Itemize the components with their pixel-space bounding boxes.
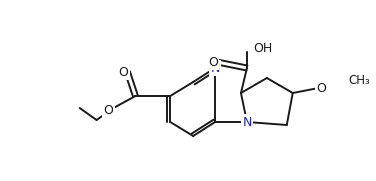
Text: O: O: [104, 104, 114, 117]
Text: O: O: [118, 66, 129, 79]
Text: OH: OH: [253, 41, 272, 54]
Text: O: O: [208, 56, 218, 68]
Text: O: O: [317, 81, 327, 94]
Text: N: N: [211, 62, 220, 75]
Text: N: N: [242, 115, 252, 129]
Text: CH₃: CH₃: [349, 75, 370, 87]
